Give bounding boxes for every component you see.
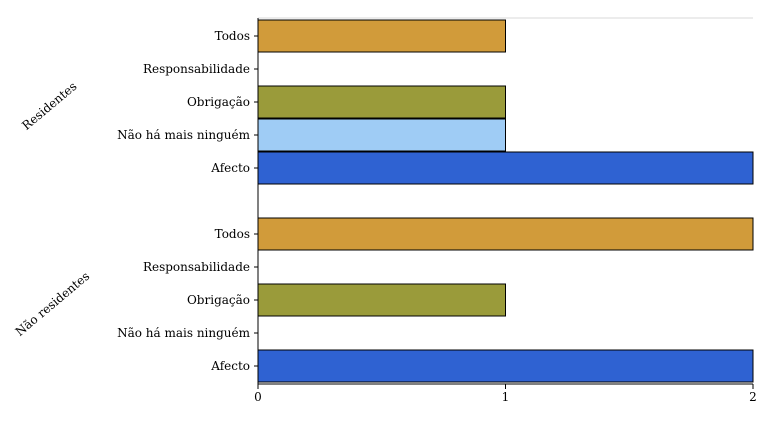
- plot-area: 0 1 2 Todos Responsabilidade Obrigação Não há …: [13, 17, 757, 404]
- bar: [257, 349, 754, 383]
- category-label: Não há mais ninguém: [117, 128, 251, 142]
- category-label: Obrigação: [187, 95, 250, 109]
- x-tick-label: 0: [254, 390, 262, 404]
- category-label: Responsabilidade: [143, 260, 250, 274]
- group-label: Residentes: [19, 79, 79, 133]
- x-tick-label: 1: [502, 390, 510, 404]
- bar: [257, 85, 506, 119]
- category-label: Todos: [215, 29, 250, 43]
- category-label: Afecto: [210, 359, 250, 373]
- category-label: Não há mais ninguém: [117, 326, 251, 340]
- category-label: Afecto: [210, 161, 250, 175]
- x-tick-label: 2: [749, 390, 757, 404]
- bar: [257, 217, 754, 251]
- category-label: Responsabilidade: [143, 62, 250, 76]
- category-label: Todos: [215, 227, 250, 241]
- bar: [257, 283, 506, 317]
- bar: [257, 118, 506, 152]
- bar: [257, 151, 754, 185]
- group-label: Não residentes: [13, 269, 93, 339]
- bar: [257, 19, 506, 53]
- category-label: Obrigação: [187, 293, 250, 307]
